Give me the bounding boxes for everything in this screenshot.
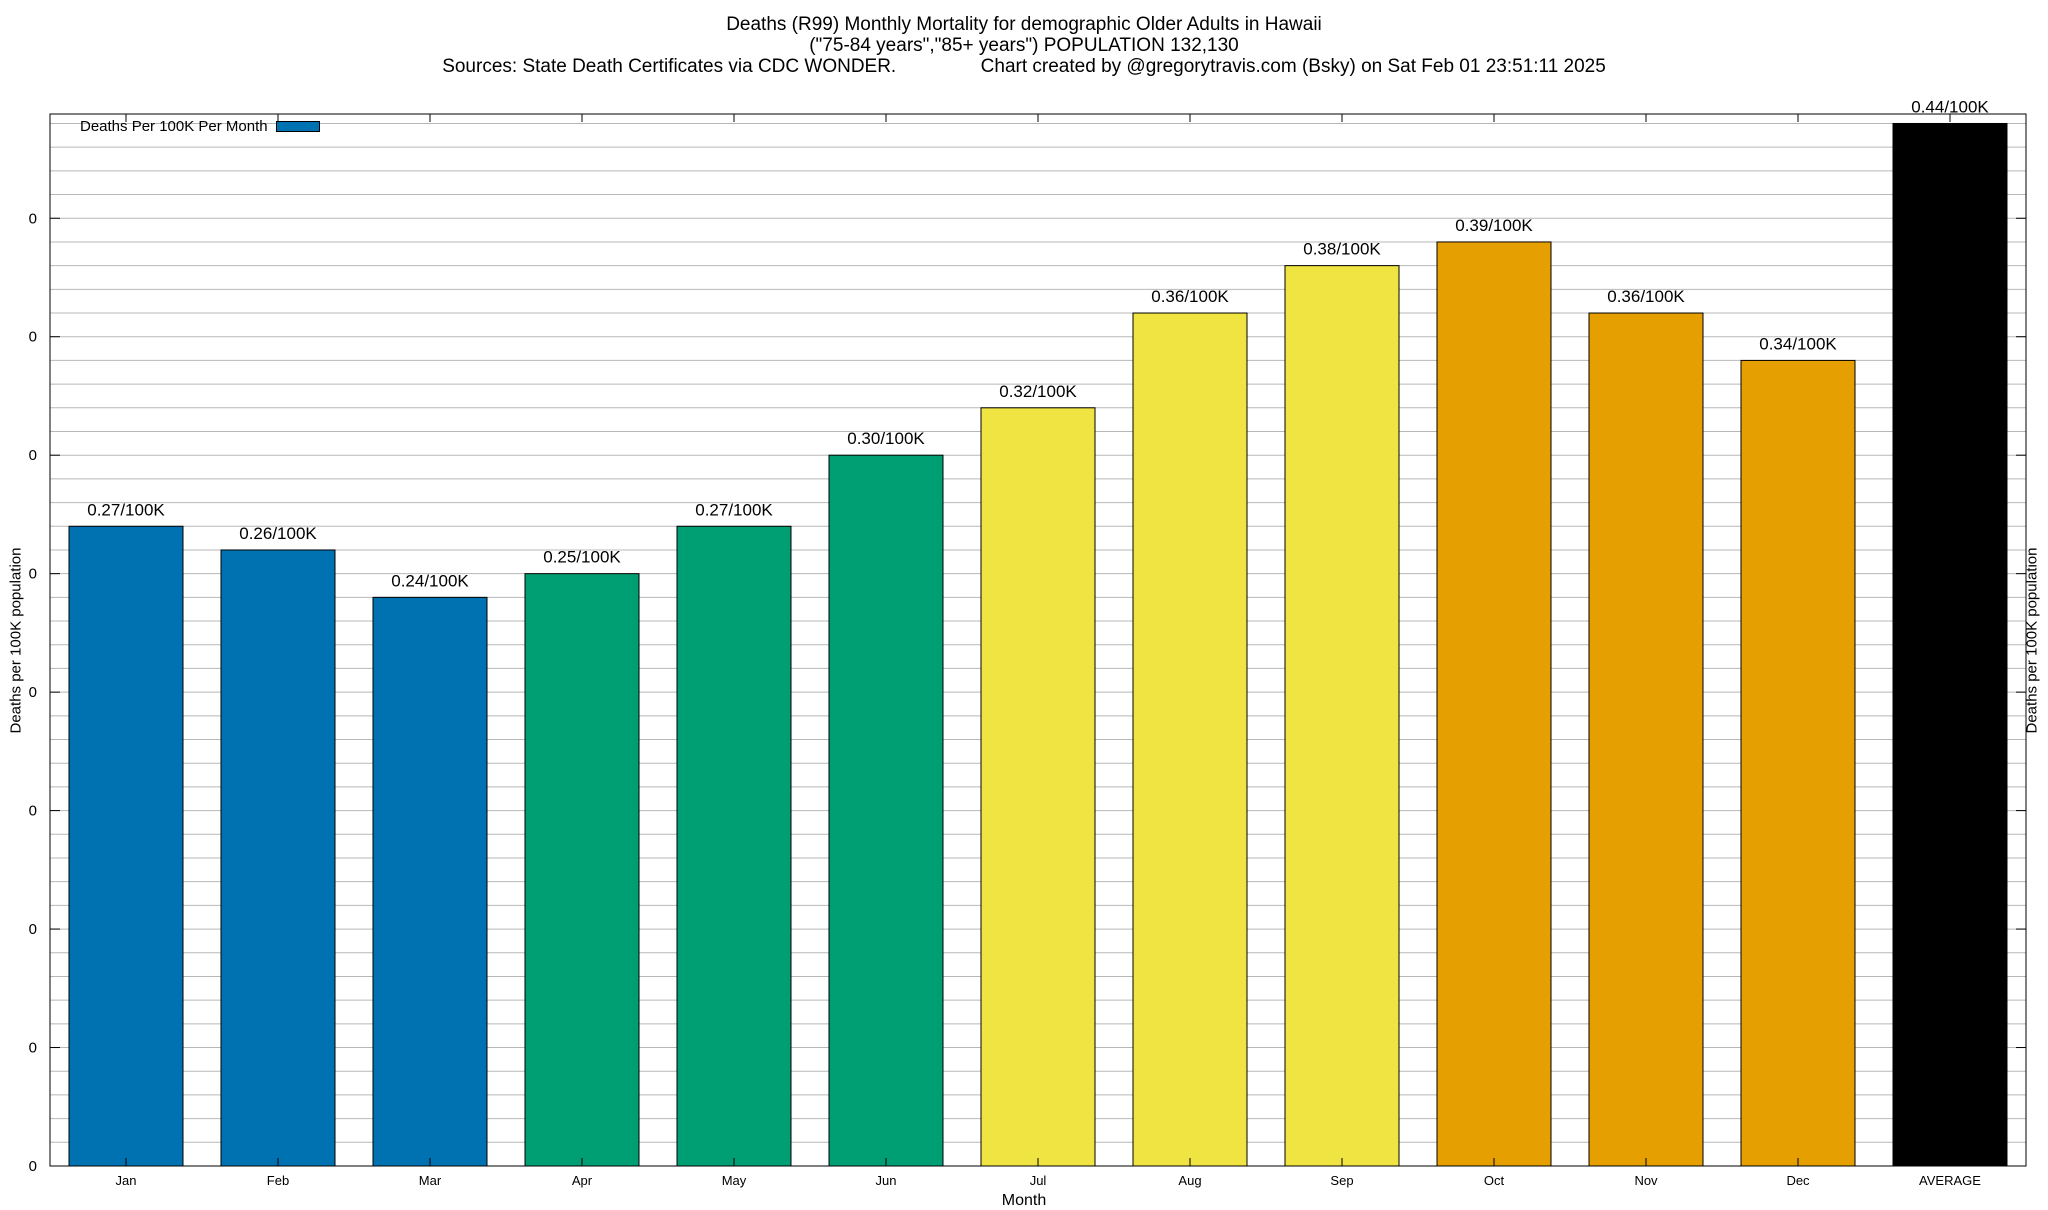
bar [1588, 312, 1704, 1167]
chart-source-line: Sources: State Death Certificates via CD… [442, 56, 1606, 77]
legend: Deaths Per 100K Per Month [80, 118, 320, 135]
y-tick-label: 0 [29, 1040, 37, 1057]
bar [1436, 241, 1552, 1167]
data-label: 0.36/100K [1607, 287, 1685, 306]
x-tick-label: Jul [1030, 1173, 1047, 1188]
data-label: 0.32/100K [999, 382, 1077, 401]
x-axis-label: Month [1001, 1192, 1047, 1209]
bar [828, 454, 944, 1167]
legend-swatch [275, 121, 320, 132]
bar [372, 596, 488, 1167]
x-tick-label: AVERAGE [1919, 1173, 1981, 1188]
y-tick-label: 0 [29, 921, 37, 938]
x-tick-label: Feb [267, 1173, 289, 1188]
bar [524, 573, 640, 1167]
data-label: 0.34/100K [1759, 334, 1837, 353]
x-tick-label: Nov [1634, 1173, 1658, 1188]
x-tick-label: Aug [1178, 1173, 1201, 1188]
x-tick-label: Dec [1786, 1173, 1810, 1188]
data-label: 0.39/100K [1455, 216, 1533, 235]
y-tick-label: 0 [29, 210, 37, 227]
bar [1284, 265, 1400, 1167]
bar [1892, 122, 2008, 1167]
y-tick-label: 0 [29, 1158, 37, 1175]
y-tick-label: 0 [29, 803, 37, 820]
y-tick-label: 0 [29, 684, 37, 701]
x-tick-label: Mar [419, 1173, 442, 1188]
bars [68, 122, 2008, 1167]
bar [1740, 359, 1856, 1167]
data-label: 0.30/100K [847, 429, 925, 448]
bar [68, 525, 184, 1167]
data-label: 0.44/100K [1911, 97, 1989, 116]
data-label: 0.24/100K [391, 571, 469, 590]
x-tick-label: Jan [116, 1173, 137, 1188]
legend-label: Deaths Per 100K Per Month [80, 118, 268, 135]
chart-title: Deaths (R99) Monthly Mortality for demog… [726, 14, 1322, 35]
chart-subtitle: ("75-84 years","85+ years") POPULATION 1… [809, 35, 1239, 56]
y-tick-label: 0 [29, 447, 37, 464]
y-axis-label-right: Deaths per 100K population [2023, 547, 2041, 733]
y-tick-label: 0 [29, 329, 37, 346]
y-tick-label: 0 [29, 566, 37, 583]
axes: 0 0 0 0 0 0 0 0 0 Jan Feb Mar Apr May Jun Jul Aug Sep Oct N… [29, 113, 2027, 1188]
data-label: 0.36/100K [1151, 287, 1229, 306]
bar [980, 407, 1096, 1167]
value-labels: 0.27/100K 0.26/100K 0.24/100K 0.25/100K 0.27… [87, 97, 1989, 590]
bar [220, 549, 336, 1167]
data-label: 0.25/100K [543, 548, 621, 567]
data-label: 0.27/100K [87, 500, 165, 519]
bar [676, 525, 792, 1167]
y-axis-label-left: Deaths per 100K population [7, 547, 25, 733]
x-tick-label: May [722, 1173, 747, 1188]
x-tick-label: Sep [1330, 1173, 1353, 1188]
data-label: 0.27/100K [695, 500, 773, 519]
data-label: 0.26/100K [239, 524, 317, 543]
bar [1132, 312, 1248, 1167]
x-tick-label: Oct [1484, 1173, 1505, 1188]
x-tick-label: Jun [876, 1173, 897, 1188]
data-label: 0.38/100K [1303, 240, 1381, 259]
x-tick-label: Apr [572, 1173, 593, 1188]
